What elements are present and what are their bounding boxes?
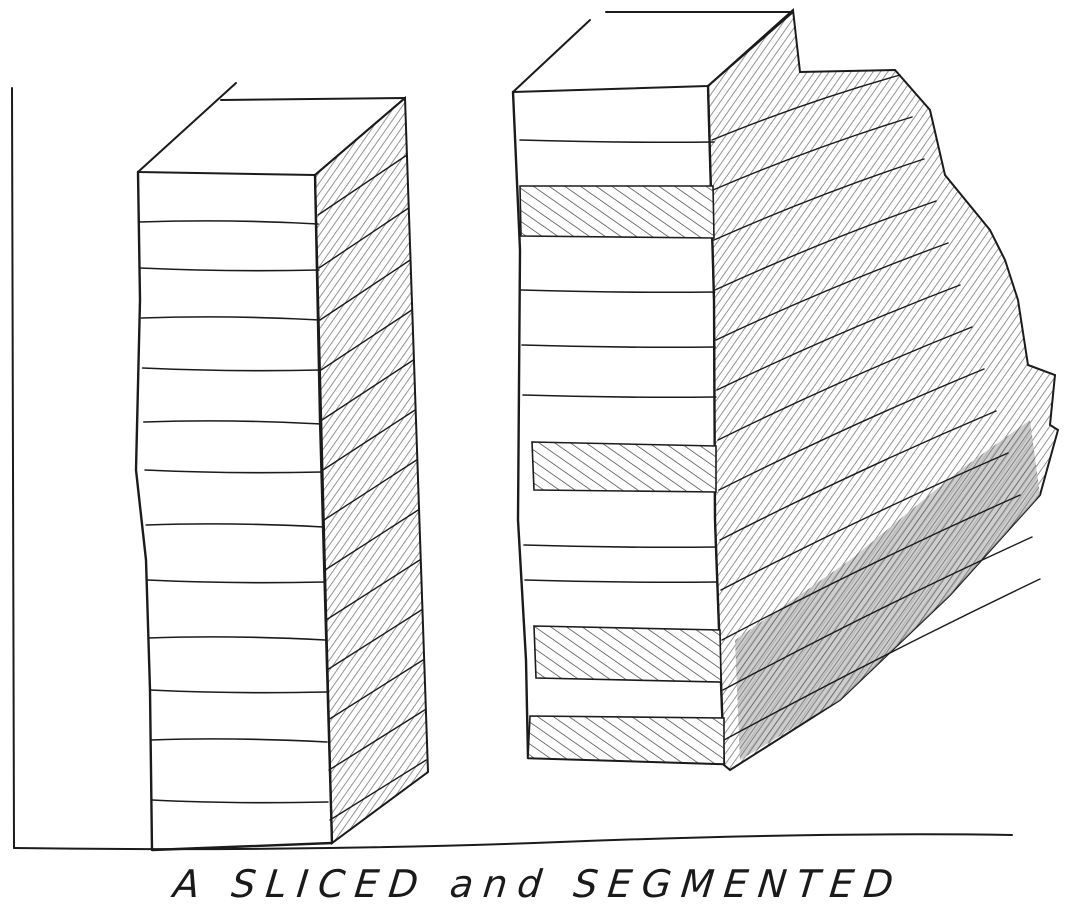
side-segment-line bbox=[715, 242, 949, 341]
caption: A SLICED and SEGMENTED bbox=[171, 862, 906, 906]
side-slice-line bbox=[321, 359, 415, 421]
slice-line bbox=[144, 469, 324, 474]
segment-line bbox=[523, 544, 718, 549]
slice-line bbox=[146, 579, 326, 584]
sliced-column-front bbox=[134, 170, 334, 852]
side-slice-line bbox=[323, 459, 418, 521]
segment-line bbox=[520, 289, 716, 294]
segment-line bbox=[522, 394, 717, 399]
side-slice-line bbox=[318, 207, 410, 269]
side-slice-line bbox=[327, 659, 424, 721]
side-segment-line bbox=[714, 200, 937, 291]
slice-line bbox=[149, 689, 327, 694]
slice-line bbox=[140, 316, 321, 321]
side-slice-line bbox=[329, 759, 427, 821]
side-segment-line bbox=[722, 536, 1033, 691]
slice-line bbox=[139, 267, 320, 272]
segmented-column bbox=[511, 7, 1060, 772]
segment-line bbox=[524, 579, 718, 584]
slice-line bbox=[143, 420, 323, 425]
side-segment-line bbox=[712, 116, 913, 191]
slice-line bbox=[147, 636, 326, 641]
side-slice-line bbox=[317, 154, 408, 216]
slice-lines bbox=[138, 220, 329, 804]
slice-line bbox=[150, 738, 328, 743]
segmented-column-side bbox=[706, 7, 1060, 772]
side-slice-lines bbox=[317, 154, 427, 821]
slice-line bbox=[141, 367, 322, 372]
sliced-column-side bbox=[313, 95, 430, 845]
segment-line bbox=[519, 139, 715, 144]
side-segment-line bbox=[719, 410, 997, 541]
side-segment-line bbox=[721, 494, 1021, 641]
side-segment-line bbox=[723, 578, 1041, 741]
side-slice-line bbox=[320, 309, 413, 371]
side-segment-line bbox=[716, 284, 961, 391]
side-slice-line bbox=[326, 609, 423, 671]
sliced-column-top bbox=[137, 82, 406, 176]
side-slice-line bbox=[325, 559, 421, 621]
slice-line bbox=[151, 799, 329, 804]
hatched-slice-2 bbox=[531, 441, 717, 493]
side-slice-line bbox=[328, 709, 426, 771]
side-slice-line bbox=[322, 409, 416, 471]
side-segment-line bbox=[711, 74, 901, 141]
side-segment-line bbox=[720, 452, 1009, 591]
slice-line bbox=[138, 220, 319, 225]
side-segment-line bbox=[713, 158, 925, 241]
hatched-slice-3 bbox=[533, 625, 722, 683]
segment-lines bbox=[519, 139, 718, 584]
side-slice-line bbox=[319, 259, 411, 321]
side-segment-lines bbox=[711, 74, 1041, 741]
hatched-slice-4 bbox=[527, 715, 725, 765]
side-segment-line bbox=[718, 368, 985, 491]
segment-line bbox=[521, 344, 716, 349]
side-segment-line bbox=[717, 326, 973, 441]
hatched-slice-1 bbox=[519, 185, 715, 239]
slice-line bbox=[145, 523, 325, 528]
side-slice-line bbox=[324, 509, 419, 571]
sliced-column bbox=[134, 82, 430, 852]
